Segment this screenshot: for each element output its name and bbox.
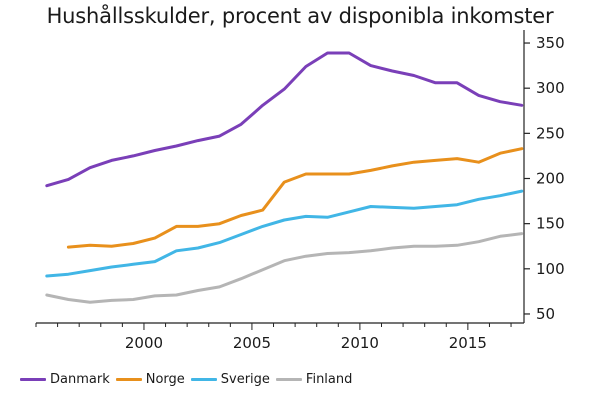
y-tick-label: 250 <box>536 124 565 142</box>
series-line-danmark <box>45 51 524 188</box>
x-tick-label: 2005 <box>233 334 271 352</box>
y-tick-label: 300 <box>536 79 565 97</box>
y-tick-label: 350 <box>536 34 565 52</box>
chart-title: Hushållsskulder, procent av disponibla i… <box>46 4 554 28</box>
y-tick-label: 150 <box>536 215 565 233</box>
legend-item-danmark: Danmark <box>20 372 110 387</box>
chart-legend: Danmark Norge Sverige Finland <box>20 372 358 387</box>
legend-swatch <box>190 378 217 381</box>
x-tick-label: 2010 <box>341 334 379 352</box>
legend-label: Norge <box>145 372 185 387</box>
legend-swatch <box>20 378 46 381</box>
legend-label: Danmark <box>50 372 110 387</box>
x-tick-label: 2000 <box>125 334 163 352</box>
y-tick-label: 100 <box>536 260 565 278</box>
legend-item-sverige: Sverige <box>190 372 270 387</box>
y-tick-label: 50 <box>536 305 555 323</box>
legend-swatch <box>275 378 302 381</box>
series-line-finland <box>45 232 524 304</box>
x-tick-label: 2015 <box>449 334 487 352</box>
series-line-sverige <box>45 189 524 278</box>
legend-label: Sverige <box>220 372 270 387</box>
y-tick-label: 200 <box>536 170 565 188</box>
legend-item-finland: Finland <box>275 372 353 387</box>
legend-label: Finland <box>305 372 353 387</box>
series-line-norge <box>66 147 524 249</box>
legend-item-norge: Norge <box>115 372 185 387</box>
legend-swatch <box>115 378 142 381</box>
